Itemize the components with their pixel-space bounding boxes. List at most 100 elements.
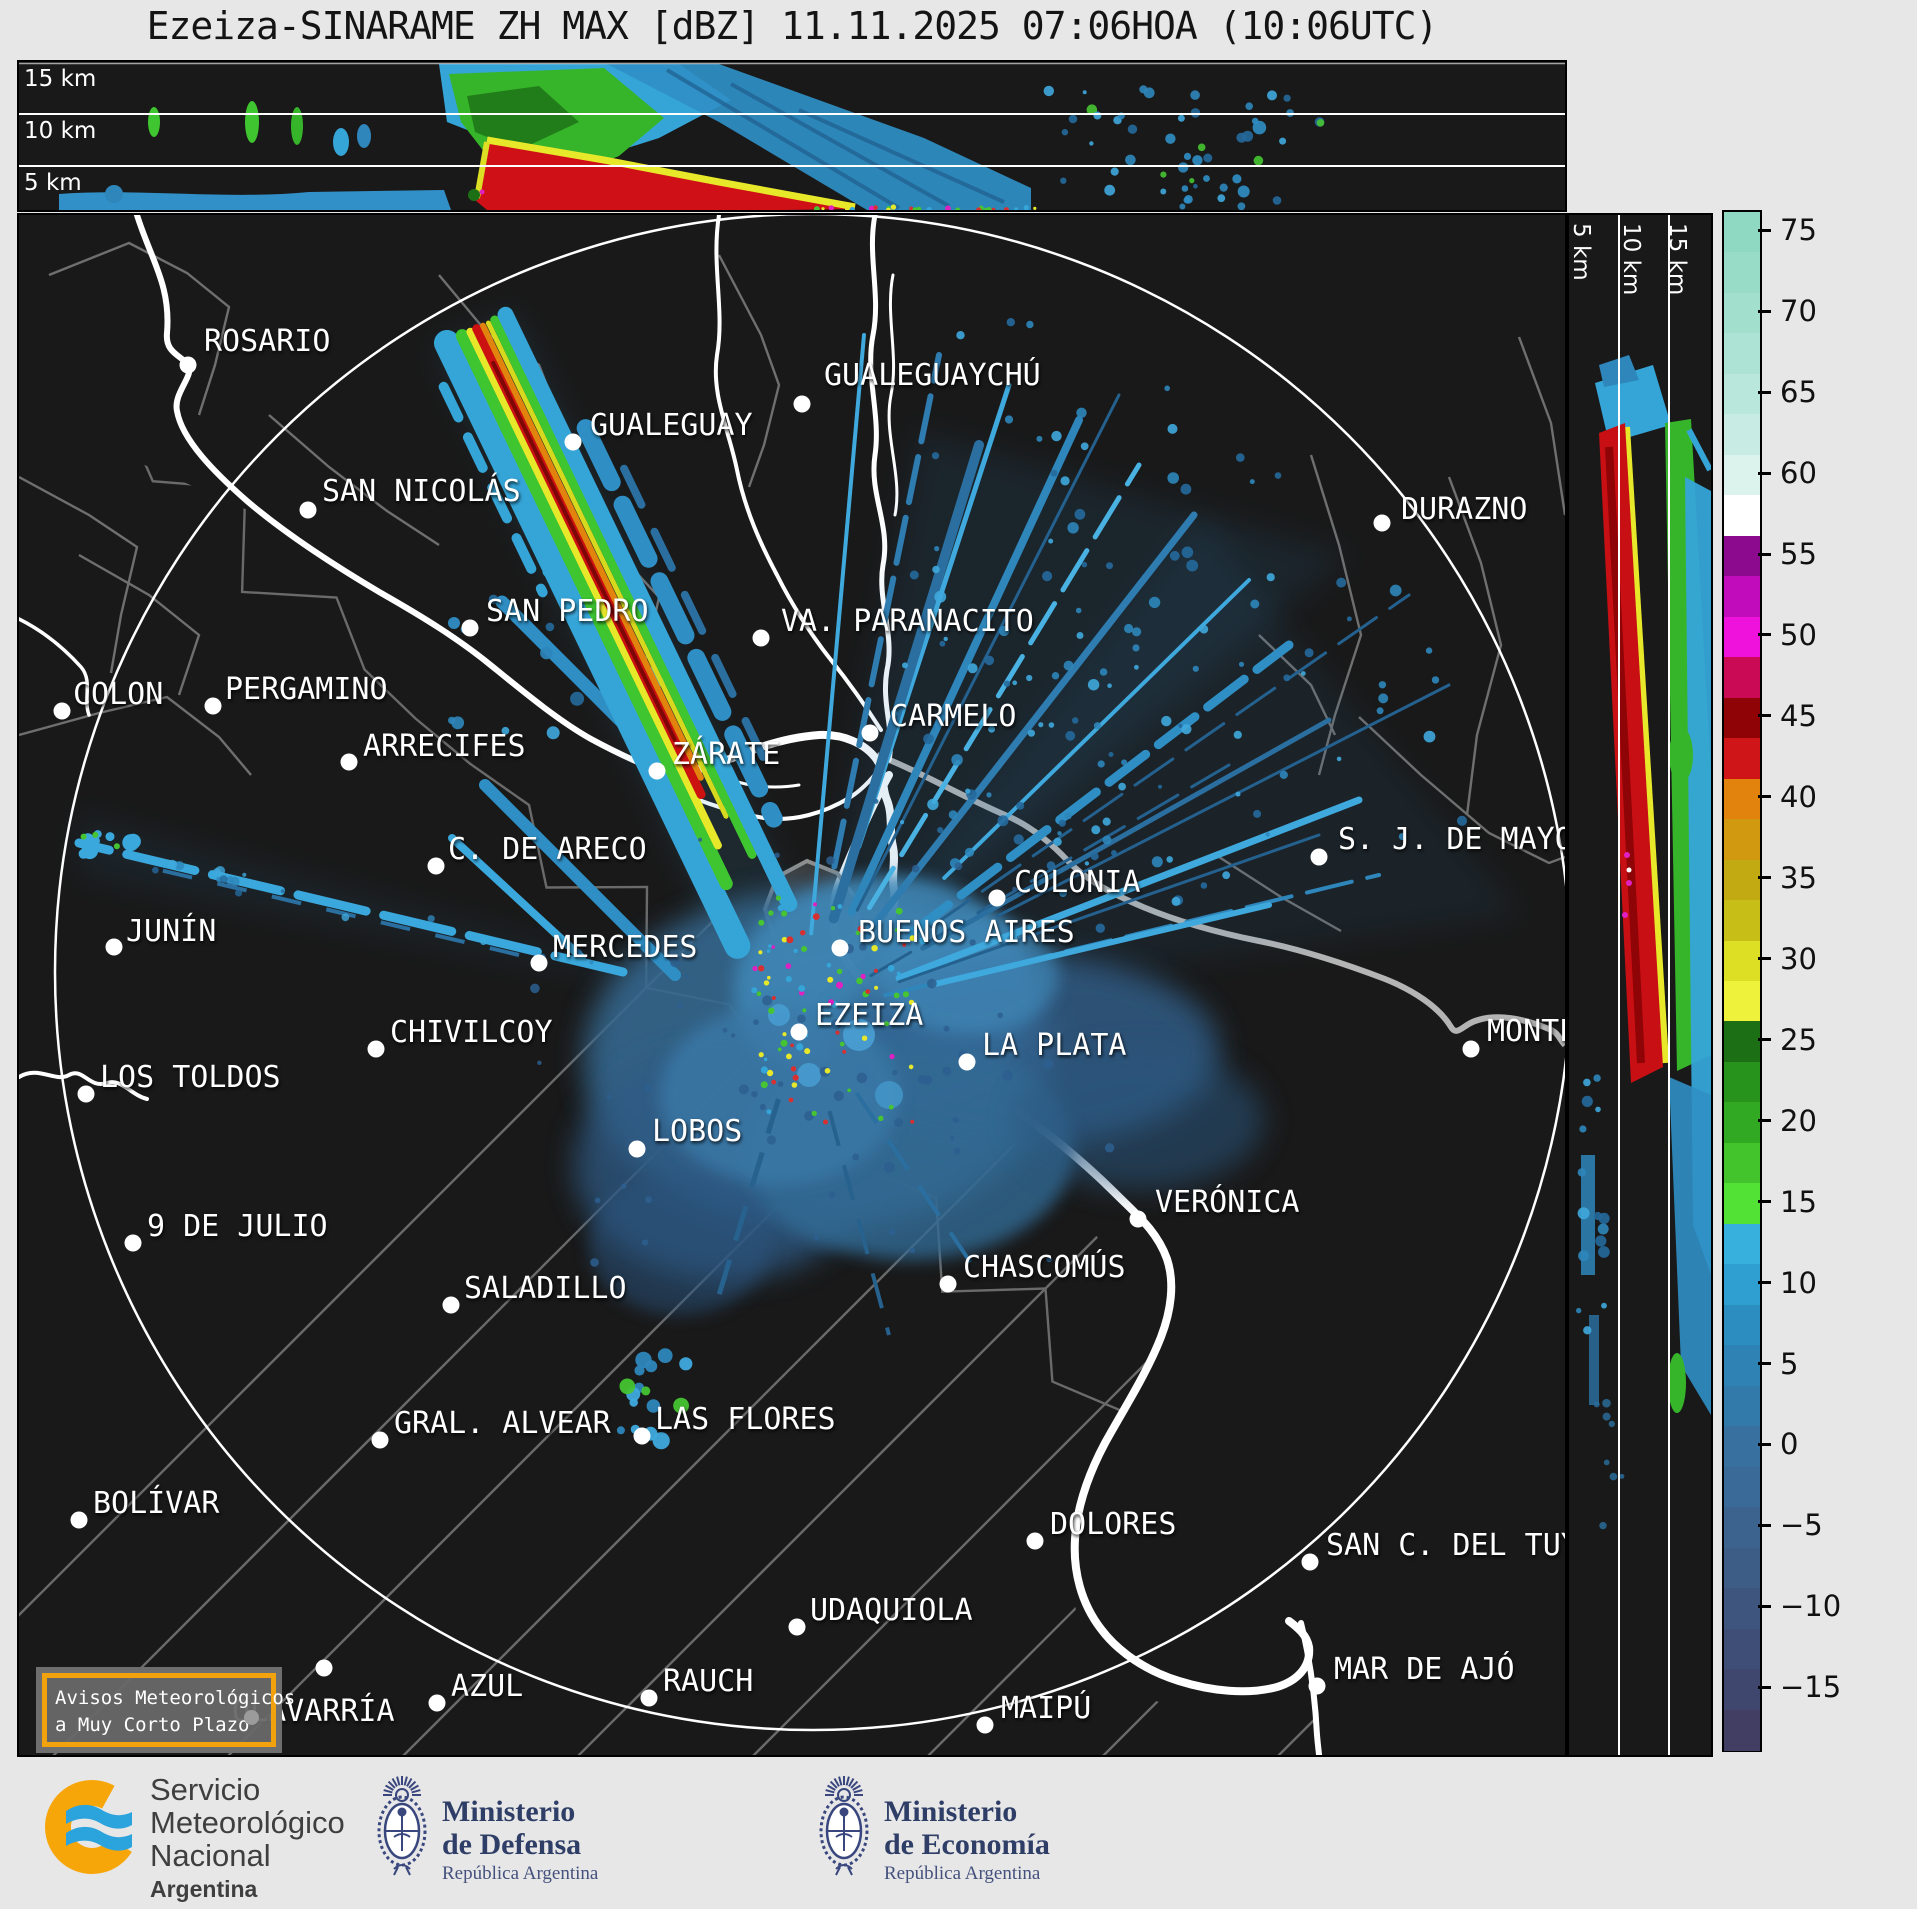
city-dot xyxy=(790,1023,808,1041)
economia-line-1: Ministerio xyxy=(884,1795,1018,1828)
city-dot xyxy=(340,753,358,771)
city-label: GUALEGUAYCHÚ xyxy=(824,358,1041,393)
city-dot xyxy=(788,1618,806,1636)
colorbar-tick-label: 40 xyxy=(1780,779,1817,814)
colorbar-segment xyxy=(1724,1021,1760,1063)
dbz-colorbar xyxy=(1722,210,1762,1752)
colorbar-segment xyxy=(1724,1223,1760,1265)
colorbar-tick xyxy=(1758,714,1771,718)
colorbar-tick-label: −10 xyxy=(1780,1589,1842,1624)
city-dot xyxy=(315,1659,333,1677)
city-dot xyxy=(461,619,479,637)
city-label: CHIVILCOY xyxy=(390,1015,553,1050)
colorbar-tick-label: 70 xyxy=(1780,294,1817,329)
colorbar-segment xyxy=(1724,1102,1760,1144)
colorbar-segment xyxy=(1724,940,1760,982)
economia-subtitle: República Argentina xyxy=(884,1863,1041,1884)
colorbar-segment xyxy=(1724,657,1760,699)
city-label: SALADILLO xyxy=(464,1271,627,1306)
city-label: PERGAMINO xyxy=(225,672,388,707)
colorbar-segment xyxy=(1724,495,1760,537)
radial-echo-rays xyxy=(74,333,1451,1336)
colorbar-segment xyxy=(1724,616,1760,658)
colorbar-tick xyxy=(1758,390,1771,394)
colorbar-tick-label: 15 xyxy=(1780,1184,1817,1219)
colorbar-segment xyxy=(1724,1345,1760,1387)
colorbar-segment xyxy=(1724,333,1760,375)
colorbar-segment xyxy=(1724,819,1760,861)
city-dot xyxy=(564,433,582,451)
city-label: LA PLATA xyxy=(982,1028,1127,1063)
colorbar-tick-label: 75 xyxy=(1780,213,1817,248)
colorbar-segment xyxy=(1724,900,1760,942)
city-label: LOS TOLDOS xyxy=(100,1060,281,1095)
colorbar-segment xyxy=(1724,1466,1760,1508)
city-dot xyxy=(428,1694,446,1712)
colorbar-segment xyxy=(1724,535,1760,577)
city-label: COLONIA xyxy=(1014,865,1141,900)
colorbar-tick xyxy=(1758,1685,1771,1689)
colorbar-tick xyxy=(1758,795,1771,799)
city-dot xyxy=(53,702,71,720)
footer: Servicio Meteorológico Nacional Argentin… xyxy=(0,1759,1917,1909)
smn-logo-icon xyxy=(45,1780,139,1874)
colorbar-tick xyxy=(1758,1038,1771,1042)
city-dot xyxy=(988,889,1006,907)
colorbar-tick-label: 10 xyxy=(1780,1265,1817,1300)
colorbar-segment xyxy=(1724,1588,1760,1630)
colorbar-tick-label: 50 xyxy=(1780,617,1817,652)
city-dot xyxy=(861,724,879,742)
city-dot xyxy=(793,395,811,413)
city-dot xyxy=(633,1427,651,1445)
colorbar-segment xyxy=(1724,981,1760,1023)
radar-map-panel: ROSARIO GUALEGUAYCHÚ GUALEGUAY SAN NICOLÁS D… xyxy=(17,213,1567,1757)
colorbar-tick xyxy=(1758,1523,1771,1527)
city-dot xyxy=(1462,1040,1480,1058)
colorbar-segment xyxy=(1724,1628,1760,1670)
economia-wordmark: Ministerio de Economía República Argenti… xyxy=(884,1795,1050,1887)
colorbar-segment xyxy=(1724,212,1760,254)
colorbar-segment xyxy=(1724,778,1760,820)
colorbar-segment xyxy=(1724,1142,1760,1184)
colorbar-tick-label: −15 xyxy=(1780,1670,1842,1705)
height-axis-label: 5 km xyxy=(24,170,82,196)
city-label: VA. PARANACITO xyxy=(781,604,1034,639)
warning-box: Avisos Meteorológicos a Muy Corto Plazo xyxy=(36,1667,295,1753)
colorbar-segment xyxy=(1724,1669,1760,1711)
city-dot xyxy=(124,1234,142,1252)
city-label: DURAZNO xyxy=(1401,492,1528,527)
colorbar-tick xyxy=(1758,957,1771,961)
economia-line-2: de Economía xyxy=(884,1828,1050,1861)
defensa-line-2: de Defensa xyxy=(442,1828,582,1861)
city-label: MAR DE AJÓ xyxy=(1334,1652,1515,1687)
colorbar-tick xyxy=(1758,1362,1771,1365)
city-label: BOLÍVAR xyxy=(93,1486,220,1521)
city-label: RAUCH xyxy=(663,1664,754,1699)
city-label: EZEIZA xyxy=(815,998,924,1033)
colorbar-tick xyxy=(1758,1200,1771,1204)
colorbar-segment xyxy=(1724,292,1760,334)
city-label: UDAQUIOLA xyxy=(810,1593,973,1628)
city-label: GRAL. ALVEAR xyxy=(394,1406,611,1441)
city-dot xyxy=(530,954,548,972)
colorbar-tick-label: 25 xyxy=(1780,1022,1817,1057)
city-label: MONTEVIDEO xyxy=(1487,1014,1565,1049)
colorbar-tick xyxy=(1758,1281,1771,1285)
city-label: DOLORES xyxy=(1050,1507,1177,1542)
city-dot xyxy=(628,1140,646,1158)
city-label: SAN C. DEL TUYÚ xyxy=(1326,1528,1565,1563)
city-label: SAN NICOLÁS xyxy=(322,474,521,509)
economia-coat-of-arms-icon xyxy=(819,1776,869,1876)
side-cross-section-panel: 5 km 10 km 15 km xyxy=(1567,213,1713,1757)
defensa-coat-of-arms-icon xyxy=(377,1776,427,1876)
colorbar-segment xyxy=(1724,1547,1760,1589)
city-dot xyxy=(1310,848,1328,866)
colorbar-segment xyxy=(1724,1709,1760,1751)
colorbar-tick xyxy=(1758,876,1771,880)
smn-line-1: Servicio xyxy=(150,1772,261,1807)
height-axis-label-vertical: 10 km xyxy=(1618,223,1644,296)
city-dot xyxy=(105,938,123,956)
city-label: JUNÍN xyxy=(126,914,217,949)
city-label: CARMELO xyxy=(890,699,1017,734)
warning-box-frame: Avisos Meteorológicos a Muy Corto Plazo xyxy=(42,1673,295,1747)
